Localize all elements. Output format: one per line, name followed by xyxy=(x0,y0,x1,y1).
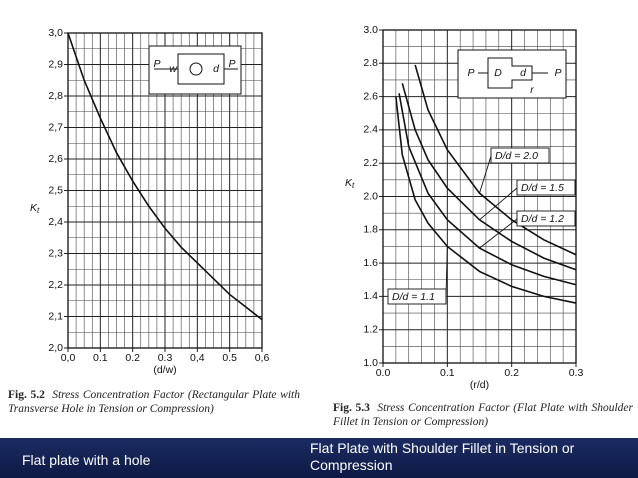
y-tick-label: 2.0 xyxy=(363,190,378,202)
y-axis-label-sub: t xyxy=(37,206,40,215)
y-axis-label-sub: t xyxy=(352,181,355,190)
y-tick-label: 1.0 xyxy=(363,357,378,369)
x-tick-label: 0,6 xyxy=(255,352,270,364)
x-axis-label: (r/d) xyxy=(470,379,489,391)
y-tick-label: 2,3 xyxy=(48,247,63,259)
y-tick-label: 2.4 xyxy=(363,124,378,136)
y-tick-label: 3,0 xyxy=(48,27,63,39)
y-tick-label: 2.6 xyxy=(363,90,378,102)
y-axis-label-main: K xyxy=(345,177,353,189)
legend-label: D/d = 2.0 xyxy=(495,150,538,162)
y-axis-label: Kt xyxy=(30,202,40,215)
inset-label: P xyxy=(554,67,561,79)
y-tick-label: 1.4 xyxy=(363,290,378,302)
charts: 0,0 0.1 0.2 0.3 0,4 0.5 0,6 2,0 2,1 2,2 2,3 2,4 2,5 2… xyxy=(30,24,584,391)
legend-box xyxy=(490,147,550,164)
inset-label: P xyxy=(467,67,474,79)
y-tick-label: 2,9 xyxy=(48,58,63,70)
inset-label: P xyxy=(228,58,235,70)
x-tick-label: 0.3 xyxy=(569,367,584,379)
caption: Fig. 5.2 Stress Concentration Factor (Re… xyxy=(8,388,300,416)
y-tick-label: 3.0 xyxy=(363,24,378,36)
y-tick-label: 2,4 xyxy=(48,216,63,228)
figure-number: Fig. 5.2 xyxy=(8,389,45,401)
inset xyxy=(148,45,242,95)
x-tick-label: 0.1 xyxy=(93,352,108,364)
inset-label: w xyxy=(169,63,178,75)
plot-frame xyxy=(382,29,577,364)
inset-label: r xyxy=(530,84,534,96)
y-tick-label: 2,1 xyxy=(48,310,63,322)
curve xyxy=(398,93,577,286)
y-tick-label: 2,7 xyxy=(48,121,63,133)
slide-caption: Flat Plate with Shoulder Fillet in Tensi… xyxy=(310,440,575,473)
leader-line xyxy=(479,155,492,194)
curve xyxy=(67,32,263,321)
y-tick-label: 2,8 xyxy=(48,90,63,102)
leader-line xyxy=(479,218,518,249)
y-tick-label: 2,6 xyxy=(48,153,63,165)
y-tick-label: 2.2 xyxy=(363,157,378,169)
hole xyxy=(189,62,203,76)
inset-label: P xyxy=(153,58,160,70)
footer-band xyxy=(0,438,638,478)
legend-label: D/d = 1.1 xyxy=(392,291,435,303)
legend-box xyxy=(516,179,576,196)
caption-text: Stress Concentration Factor (Flat Plate … xyxy=(333,402,633,428)
x-tick-label: 0.2 xyxy=(504,367,519,379)
x-axis-label: (d/w) xyxy=(153,364,176,376)
y-tick-label: 1.2 xyxy=(363,323,378,335)
y-tick-label: 2,2 xyxy=(48,279,63,291)
y-tick-label: 2.8 xyxy=(363,57,378,69)
x-tick-label: 0,0 xyxy=(61,352,76,364)
plate xyxy=(487,57,533,89)
y-tick-label: 1.8 xyxy=(363,224,378,236)
y-axis-label: Kt xyxy=(345,177,355,190)
legend-label: D/d = 1.5 xyxy=(521,182,564,194)
y-tick-label: 2,0 xyxy=(48,342,63,354)
leader-line xyxy=(479,187,518,221)
x-tick-label: 0.1 xyxy=(440,367,455,379)
x-tick-label: 0,4 xyxy=(190,352,205,364)
x-tick-label: 0.5 xyxy=(222,352,237,364)
plot-frame xyxy=(67,32,263,349)
x-tick-label: 0.3 xyxy=(158,352,173,364)
y-tick-label: 2,5 xyxy=(48,184,63,196)
inset-label: D xyxy=(494,67,502,79)
slide-caption: Flat plate with a hole xyxy=(22,452,151,468)
legend-box xyxy=(387,288,447,305)
legend-box xyxy=(516,210,576,227)
inset-label: d xyxy=(213,63,220,75)
inset-label: d xyxy=(520,67,527,79)
x-tick-label: 0.2 xyxy=(125,352,140,364)
y-axis-label-main: K xyxy=(30,202,38,214)
caption: Fig. 5.3 Stress Concentration Factor (Fl… xyxy=(333,401,633,429)
caption-text: Stress Concentration Factor (Rectangular… xyxy=(8,389,300,415)
figure-number: Fig. 5.3 xyxy=(333,402,370,414)
y-tick-label: 1.6 xyxy=(363,257,378,269)
legend-label: D/d = 1.2 xyxy=(521,213,564,225)
x-tick-label: 0.0 xyxy=(376,367,391,379)
curve xyxy=(401,83,577,271)
